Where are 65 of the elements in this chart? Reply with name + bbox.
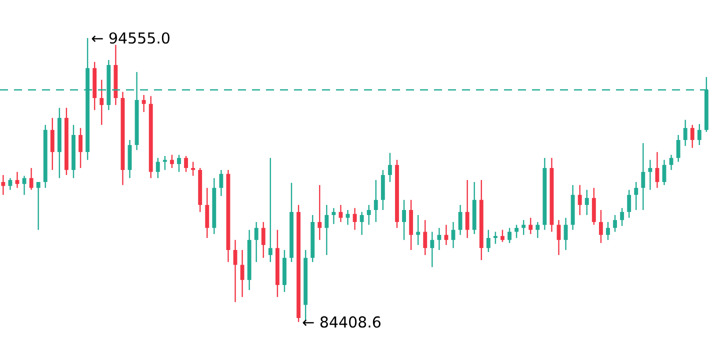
candlestick bbox=[514, 224, 519, 239]
candlestick bbox=[430, 231, 434, 268]
candlestick bbox=[219, 169, 224, 197]
candlestick bbox=[15, 171, 20, 188]
annotation: ← 84408.6 bbox=[302, 316, 380, 328]
candlestick bbox=[584, 189, 589, 216]
candlestick bbox=[142, 94, 146, 113]
candlestick bbox=[690, 124, 694, 148]
candlestick bbox=[254, 221, 258, 263]
candlestick bbox=[156, 157, 160, 179]
candlestick bbox=[508, 227, 512, 244]
candlestick bbox=[240, 249, 244, 298]
candlestick bbox=[162, 155, 167, 171]
candlestick bbox=[50, 117, 54, 171]
candlestick bbox=[318, 184, 322, 241]
candlestick bbox=[458, 204, 462, 236]
candlestick bbox=[465, 179, 470, 239]
candlestick bbox=[641, 142, 646, 211]
candlestick bbox=[1, 174, 6, 196]
candlestick bbox=[338, 204, 343, 223]
candlestick bbox=[655, 151, 660, 188]
candlestick bbox=[268, 157, 272, 263]
candlestick bbox=[620, 207, 624, 227]
candlestick bbox=[522, 219, 526, 236]
candlestick bbox=[366, 204, 371, 226]
candlestick bbox=[500, 229, 504, 242]
candlestick bbox=[8, 177, 12, 190]
candlestick bbox=[233, 239, 238, 303]
candlestick bbox=[177, 154, 181, 173]
annotation: ← 94555.0 bbox=[92, 32, 170, 44]
candlestick bbox=[78, 127, 83, 169]
candlestick bbox=[388, 152, 392, 183]
candlestick bbox=[170, 154, 174, 169]
candlestick bbox=[627, 189, 632, 218]
candlestick bbox=[493, 231, 498, 244]
candlestick bbox=[100, 79, 104, 126]
candlestick bbox=[360, 211, 364, 236]
candlestick bbox=[536, 221, 540, 239]
candlestick bbox=[697, 123, 702, 146]
candlestick bbox=[423, 219, 428, 256]
candlestick bbox=[346, 209, 350, 226]
candlestick bbox=[606, 221, 610, 241]
candlestick bbox=[528, 217, 533, 235]
candlestick bbox=[205, 187, 210, 239]
candlestick bbox=[352, 207, 357, 230]
candlestick bbox=[634, 181, 638, 211]
candlestick bbox=[261, 221, 266, 258]
candlestick bbox=[578, 184, 582, 216]
candlestick bbox=[416, 214, 420, 246]
candlestick bbox=[613, 214, 617, 232]
candlestick bbox=[324, 204, 329, 256]
candlestick bbox=[598, 209, 603, 244]
candlestick bbox=[676, 134, 680, 162]
candlestick bbox=[22, 175, 26, 196]
candlestick bbox=[184, 155, 188, 173]
candlestick bbox=[29, 167, 34, 190]
candlestick bbox=[374, 179, 378, 223]
candlestick bbox=[437, 227, 442, 251]
candlestick bbox=[683, 119, 688, 146]
candlestick bbox=[191, 161, 196, 176]
candlestick bbox=[486, 229, 490, 253]
candlestick bbox=[648, 159, 652, 190]
candlestick bbox=[36, 181, 40, 230]
candlestick bbox=[332, 207, 336, 225]
candlestick bbox=[402, 199, 406, 241]
